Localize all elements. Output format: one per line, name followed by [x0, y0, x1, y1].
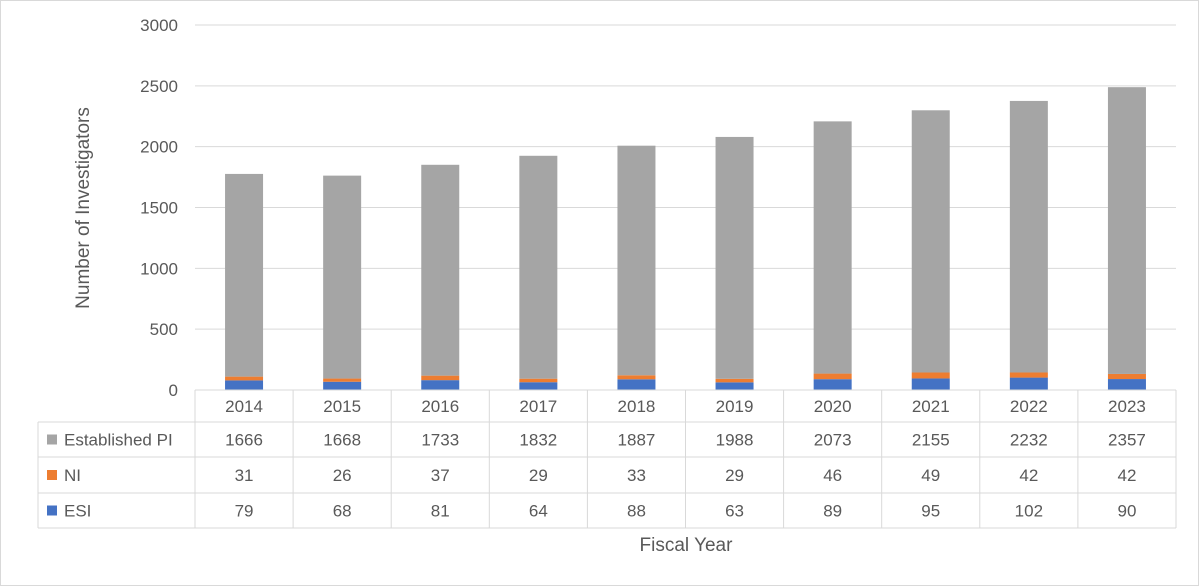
bar-established-pi-2014	[225, 173, 264, 377]
y-tick-label: 500	[150, 320, 178, 339]
y-tick-label: 2000	[140, 138, 178, 157]
y-tick-label: 3000	[140, 16, 178, 35]
legend-label: ESI	[64, 502, 91, 521]
data-label: 1666	[225, 431, 263, 450]
bar-esi-2018	[617, 379, 656, 390]
x-tick-label: 2016	[421, 397, 459, 416]
x-tick-label: 2023	[1108, 397, 1146, 416]
bar-ni-2022	[1009, 372, 1048, 378]
bar-established-pi-2015	[323, 175, 362, 379]
bar-established-pi-2016	[421, 164, 460, 376]
bars	[225, 87, 1146, 390]
bar-ni-2018	[617, 375, 656, 380]
bar-esi-2022	[1009, 377, 1048, 390]
bar-ni-2020	[813, 373, 852, 380]
data-table: 2014 2015 2016 2017 2018 2019 2020 2021 2022 2023…	[37, 389, 1177, 529]
data-label: 68	[333, 502, 352, 521]
bar-esi-2020	[813, 379, 852, 390]
data-label: 63	[725, 502, 744, 521]
legend-key-esi	[47, 505, 57, 516]
bar-esi-2019	[715, 382, 754, 390]
data-label: 1832	[519, 431, 557, 450]
bar-esi-2017	[519, 382, 558, 390]
y-tick-label: 2500	[140, 77, 178, 96]
data-label: 46	[823, 466, 842, 485]
data-label: 81	[431, 502, 450, 521]
data-label: 2073	[814, 431, 852, 450]
x-tick-label: 2022	[1010, 397, 1048, 416]
x-tick-label: 2018	[618, 397, 656, 416]
data-label: 95	[921, 502, 940, 521]
data-label: 26	[333, 466, 352, 485]
legend-key-ni	[47, 470, 57, 480]
data-label: 33	[627, 466, 646, 485]
y-tick-label: 1000	[140, 259, 178, 278]
data-label: 79	[235, 502, 254, 521]
x-tick-label: 2021	[912, 397, 950, 416]
x-tick-label: 2020	[814, 397, 852, 416]
legend-label: NI	[64, 466, 81, 485]
data-label: 42	[1019, 466, 1038, 485]
x-tick-label: 2014	[225, 397, 263, 416]
data-label: 89	[823, 502, 842, 521]
data-label: 90	[1117, 502, 1136, 521]
bar-ni-2014	[225, 376, 264, 381]
bar-ni-2017	[519, 378, 558, 383]
bar-ni-2023	[1107, 373, 1146, 380]
bar-esi-2021	[911, 378, 950, 390]
bar-established-pi-2020	[813, 121, 852, 374]
bar-established-pi-2017	[519, 155, 558, 379]
data-label: 29	[725, 466, 744, 485]
bar-ni-2021	[911, 372, 950, 379]
x-tick-label: 2015	[323, 397, 361, 416]
data-label: 88	[627, 502, 646, 521]
data-label: 102	[1015, 502, 1043, 521]
bar-established-pi-2018	[617, 145, 656, 376]
bar-established-pi-2023	[1107, 87, 1146, 374]
data-label: 1668	[323, 431, 361, 450]
data-label: 29	[529, 466, 548, 485]
data-label: 1733	[421, 431, 459, 450]
bar-established-pi-2019	[715, 136, 754, 379]
x-axis-title: Fiscal Year	[640, 535, 734, 556]
legend-label: Established PI	[64, 431, 173, 450]
y-tick-label: 1500	[140, 199, 178, 218]
data-label: 2232	[1010, 431, 1048, 450]
legend-key-established-pi	[47, 434, 57, 445]
y-tick-label: 0	[169, 381, 178, 400]
y-axis-ticks: 0 500 1000 1500 2000 2500 3000	[140, 16, 178, 400]
x-tick-label: 2017	[519, 397, 557, 416]
data-label: 1887	[618, 431, 656, 450]
bar-ni-2016	[421, 375, 460, 381]
data-label: 49	[921, 466, 940, 485]
bar-ni-2019	[715, 378, 754, 383]
data-label: 2357	[1108, 431, 1146, 450]
bar-esi-2023	[1107, 379, 1146, 390]
y-axis-title: Number of Investigators	[73, 107, 94, 309]
x-tick-label: 2019	[716, 397, 754, 416]
bar-established-pi-2022	[1009, 100, 1048, 373]
bar-esi-2016	[421, 380, 460, 390]
data-label: 2155	[912, 431, 950, 450]
data-label: 42	[1117, 466, 1136, 485]
data-label: 1988	[716, 431, 754, 450]
data-label: 37	[431, 466, 450, 485]
bar-esi-2014	[225, 380, 264, 390]
bar-established-pi-2021	[911, 110, 950, 373]
bar-esi-2015	[323, 381, 362, 390]
bar-ni-2015	[323, 378, 362, 382]
data-label: 64	[529, 502, 548, 521]
data-label: 31	[235, 466, 254, 485]
